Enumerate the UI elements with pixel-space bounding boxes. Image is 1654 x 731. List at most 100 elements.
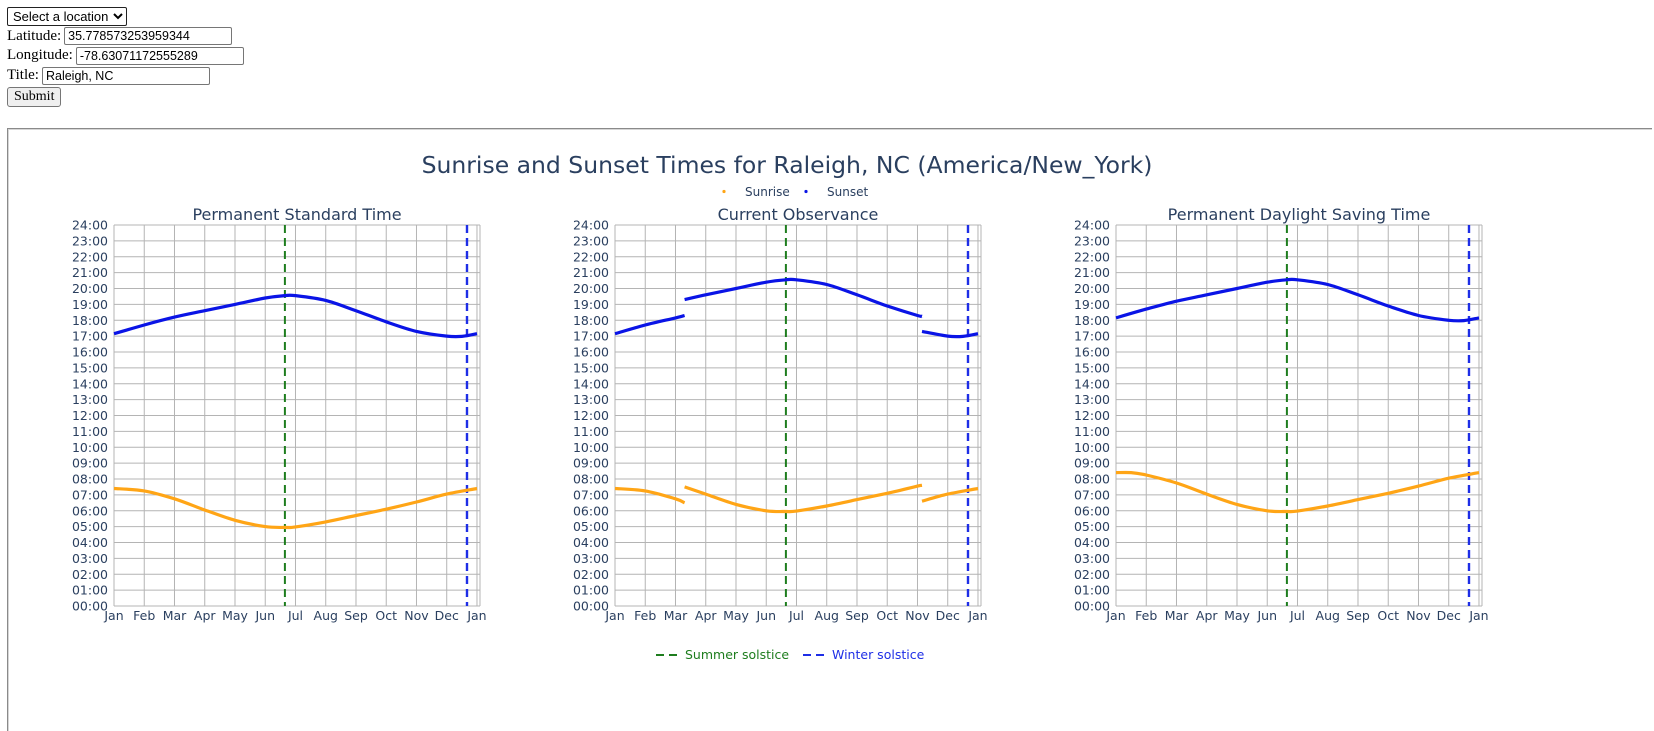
y-tick-label: 13:00 [72,392,108,407]
x-tick-label: Jan [967,608,987,623]
latitude-input[interactable] [64,27,233,46]
y-tick-label: 22:00 [72,249,108,264]
y-tick-label: 17:00 [72,329,108,344]
y-tick-label: 11:00 [72,424,108,439]
y-tick-label: 24:00 [1074,218,1110,233]
y-tick-label: 13:00 [573,392,609,407]
title-input[interactable] [41,66,210,85]
x-tick-label: Aug [1316,608,1340,623]
y-tick-label: 14:00 [573,376,609,391]
panel-subtitle: Current Observance [718,205,879,224]
y-tick-label: 00:00 [1074,599,1110,614]
y-tick-label: 05:00 [72,519,108,534]
y-tick-label: 10:00 [72,440,108,455]
y-tick-label: 12:00 [573,408,609,423]
sunrise-line [614,486,686,505]
sunset-line [1115,277,1480,323]
y-tick-label: 18:00 [573,313,609,328]
y-tick-label: 20:00 [72,281,108,296]
y-tick-label: 21:00 [573,265,609,280]
x-tick-label: Aug [314,608,338,623]
x-tick-label: Jan [1105,608,1125,623]
y-tick-label: 09:00 [573,456,609,471]
x-tick-label: Feb [1135,608,1157,623]
x-tick-label: Apr [194,608,216,623]
y-tick-label: 06:00 [72,503,108,518]
x-tick-label: Jun [1256,608,1277,623]
y-tick-label: 02:00 [1074,567,1110,582]
legend-summer-label: Summer solstice [685,647,789,662]
y-tick-label: 17:00 [1074,329,1110,344]
x-tick-label: Dec [435,608,459,623]
x-tick-label: Nov [1406,608,1431,623]
x-tick-label: Oct [876,608,898,623]
y-tick-label: 23:00 [72,233,108,248]
longitude-label: Longitude: [7,47,73,64]
y-tick-label: 09:00 [72,456,108,471]
y-tick-label: 03:00 [1074,551,1110,566]
sunset-line [113,293,478,339]
y-tick-label: 18:00 [72,313,108,328]
y-tick-label: 16:00 [72,345,108,360]
sunrise-line [1115,470,1480,514]
longitude-input[interactable] [75,46,244,65]
y-tick-label: 04:00 [1074,535,1110,550]
solstice-legend: Summer solstice Winter solstice [656,647,925,662]
y-tick-label: 24:00 [573,218,609,233]
sunset-line [921,329,979,339]
x-tick-label: Oct [375,608,397,623]
y-tick-label: 11:00 [573,424,609,439]
y-tick-label: 02:00 [72,567,108,582]
sunrise-line [113,486,478,530]
x-tick-label: Aug [815,608,839,623]
x-tick-label: Dec [1437,608,1461,623]
y-tick-label: 03:00 [72,551,108,566]
y-tick-label: 05:00 [1074,519,1110,534]
y-tick-label: 01:00 [573,583,609,598]
panel-3: Permanent Daylight Saving Time 00:0001:00… [1074,205,1489,623]
y-tick-label: 14:00 [1074,376,1110,391]
y-tick-label: 08:00 [573,472,609,487]
y-tick-label: 05:00 [573,519,609,534]
sunrise-line [921,486,979,503]
y-tick-label: 08:00 [1074,472,1110,487]
y-tick-label: 23:00 [1074,233,1110,248]
legend-marker-sunrise [722,189,726,194]
y-tick-label: 07:00 [72,487,108,502]
chart-title: Sunrise and Sunset Times for Raleigh, NC… [422,151,1153,179]
x-tick-label: Feb [634,608,656,623]
legend-winter-label: Winter solstice [832,647,925,662]
panel-subtitle: Permanent Standard Time [192,205,401,224]
x-tick-label: Feb [133,608,155,623]
x-tick-label: May [222,608,248,623]
sunset-line [684,277,924,319]
x-tick-label: Mar [163,608,187,623]
y-tick-label: 13:00 [1074,392,1110,407]
panel-1: Permanent Standard Time 00:0001:0002:0003… [72,205,487,623]
x-tick-label: Jun [755,608,776,623]
y-tick-label: 15:00 [72,360,108,375]
y-tick-label: 07:00 [1074,487,1110,502]
y-tick-label: 20:00 [1074,281,1110,296]
y-tick-label: 18:00 [1074,313,1110,328]
x-tick-label: Apr [1196,608,1218,623]
y-tick-label: 15:00 [573,360,609,375]
series-legend: Sunrise Sunset [722,185,868,199]
y-tick-label: 08:00 [72,472,108,487]
y-tick-label: 19:00 [72,297,108,312]
x-tick-label: Jul [287,608,303,623]
y-tick-label: 21:00 [1074,265,1110,280]
y-tick-label: 12:00 [1074,408,1110,423]
y-tick-label: 02:00 [573,567,609,582]
location-select[interactable]: Select a location [7,7,127,27]
x-tick-label: Jan [466,608,486,623]
y-tick-label: 11:00 [1074,424,1110,439]
x-tick-label: Nov [905,608,930,623]
y-tick-label: 19:00 [1074,297,1110,312]
y-tick-label: 00:00 [573,599,609,614]
x-tick-label: Apr [695,608,717,623]
submit-button[interactable]: Submit [7,86,62,107]
y-tick-label: 20:00 [573,281,609,296]
x-tick-label: Jan [103,608,123,623]
